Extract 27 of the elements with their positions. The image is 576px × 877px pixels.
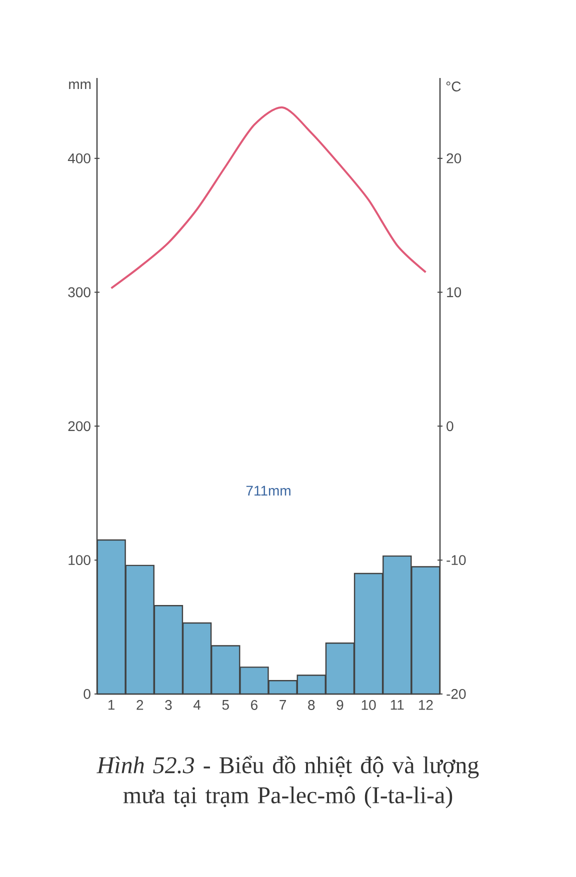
annotation: 711mm bbox=[246, 486, 290, 496]
x-tick-label: 3 bbox=[165, 700, 172, 710]
x-tick-label: 6 bbox=[251, 700, 258, 710]
y-tick-label: 0 bbox=[84, 689, 90, 699]
y2-tick-label: -20 bbox=[446, 689, 466, 699]
x-tick-label: 10 bbox=[362, 700, 376, 710]
y-tick-label: 100 bbox=[68, 555, 90, 566]
y2-tick-label: -10 bbox=[446, 555, 466, 566]
y-tick-label: 200 bbox=[68, 421, 90, 432]
y-tick-label: 400 bbox=[68, 153, 90, 164]
y-tick-label: 300 bbox=[68, 287, 90, 298]
x-tick-label: 5 bbox=[222, 700, 229, 710]
x-tick-label: 1 bbox=[108, 700, 115, 710]
y2-tick-label: 10 bbox=[447, 287, 462, 298]
x-tick-label: 12 bbox=[418, 700, 433, 710]
y2-axis-title: °C bbox=[446, 82, 461, 92]
y2-tick-label: 20 bbox=[446, 153, 462, 164]
x-tick-label: 4 bbox=[193, 700, 201, 710]
y2-tick-label: 0 bbox=[446, 421, 454, 432]
x-tick-label: 11 bbox=[390, 700, 404, 710]
x-tick-label: 8 bbox=[308, 700, 315, 710]
x-tick-label: 7 bbox=[280, 700, 286, 710]
text: Hình 52.3 - Biểu đồ nhiệt độ và lượng mưa tại trạm Pa-lec-mô (I-ta-li-a) bbox=[96, 756, 479, 808]
line-series bbox=[110, 106, 427, 290]
x-tick-label: 2 bbox=[136, 700, 144, 710]
x-tick-label: 9 bbox=[336, 700, 344, 710]
y-axis-title: mm bbox=[69, 82, 91, 90]
